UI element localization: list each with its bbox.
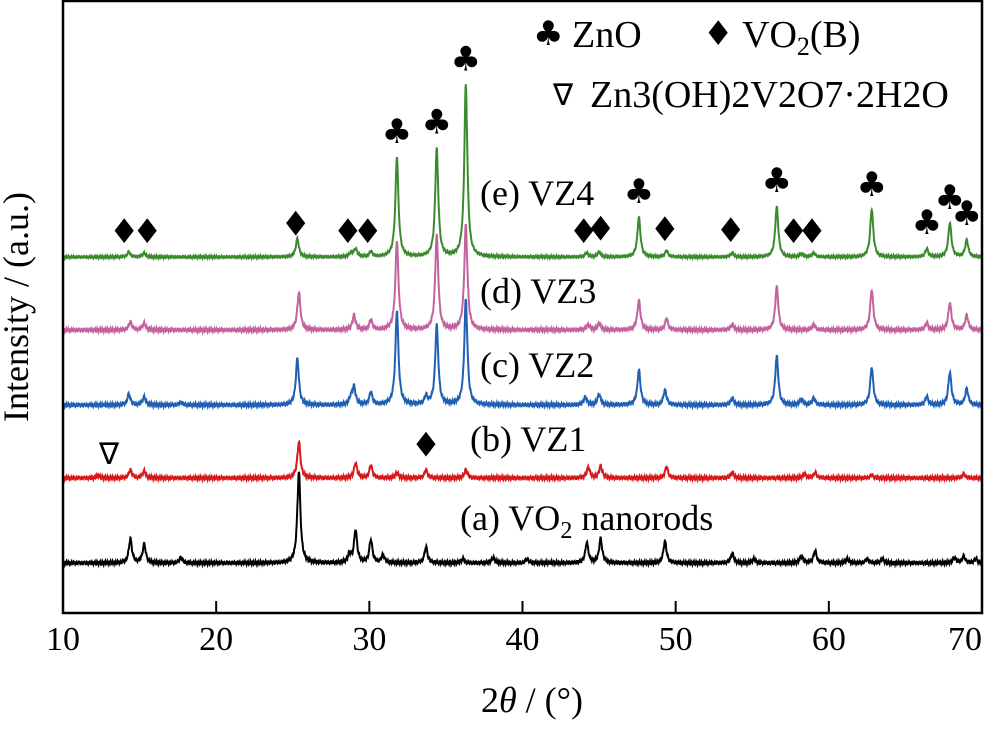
vo2-legend-label: VO2(B) (742, 14, 861, 61)
x-axis-title: 2θ / (°) (481, 680, 583, 720)
zvo-legend-triangle-icon: ∇ (552, 78, 574, 113)
zno-club-marker-16: ♣ (856, 165, 886, 205)
vo2-diamond-marker-15: ♦ (797, 212, 827, 252)
vo2-diamond-marker-8: ♦ (569, 212, 599, 252)
zno-club-marker-7: ♣ (451, 39, 481, 79)
zno-club-marker-19: ♣ (951, 194, 981, 234)
series-label-4: (e) VZ4 (480, 173, 594, 213)
zvo-legend-label: Zn3(OH)2V2O7·2H2O (590, 74, 949, 116)
x-tick-label-60: 60 (812, 621, 846, 658)
x-tick-label-50: 50 (659, 621, 693, 658)
zno-legend-club-icon: ♣ (533, 14, 563, 54)
x-axis-ticks: 10 20 30 40 50 60 70 (46, 601, 983, 658)
series-labels: (a) VO2 nanorods (b) VZ1 (c) VZ2 (d) VZ3 (e)… (460, 173, 713, 544)
vo2-diamond-marker-1: ♦ (132, 212, 162, 252)
zno-club-marker-18: ♣ (935, 178, 965, 218)
peak-markers: ♦♦ ♦ ♦♦♣ ♣♣♦♦♣♦ ♦♣♦♦♣♣♣♣∇ ♦ (98, 39, 982, 472)
legend: ♣ ZnO ♦ VO2(B) ∇ Zn3(OH)2V2O7·2H2O (533, 14, 949, 116)
vo2-diamond-marker-12: ♦ (716, 211, 746, 251)
vo2-diamond-marker-4: ♦ (353, 212, 383, 252)
series-line-1 (62, 439, 983, 484)
zno-club-marker-10: ♣ (624, 172, 654, 212)
zno-club-marker-6: ♣ (421, 102, 451, 142)
zno-club-marker-13: ♣ (762, 161, 792, 201)
zno-club-marker-17: ♣ (912, 203, 942, 243)
vo2-legend-diamond-icon: ♦ (703, 14, 733, 54)
series-line-3 (62, 223, 983, 336)
x-tick-label-30: 30 (352, 621, 386, 658)
vo2-diamond-marker-9: ♦ (585, 210, 615, 250)
vo2-diamond-marker-0: ♦ (109, 212, 139, 252)
vo2-diamond-marker-3: ♦ (333, 212, 363, 252)
vo2-diamond-marker-11: ♦ (650, 210, 680, 250)
x-tick-label-20: 20 (199, 621, 233, 658)
x-tick-label-10: 10 (46, 621, 80, 658)
zvo-triangle-marker-20: ∇ (98, 437, 120, 472)
series-label-1: (b) VZ1 (470, 419, 586, 459)
series-line-2 (62, 298, 983, 411)
series-lines (62, 84, 983, 569)
y-axis-title: Intensity / (a.u.) (0, 192, 36, 422)
zno-club-marker-5: ♣ (382, 112, 412, 152)
series-line-4 (62, 84, 983, 262)
series-label-2: (c) VZ2 (480, 345, 594, 385)
vo2-diamond-marker-2: ♦ (281, 205, 311, 245)
x-tick-label-40: 40 (506, 621, 540, 658)
vo2-diamond-marker-21: ♦ (411, 426, 441, 466)
series-line-0 (62, 471, 983, 569)
vo2-diamond-marker-14: ♦ (778, 212, 808, 252)
series-label-0: (a) VO2 nanorods (460, 498, 713, 544)
series-label-3: (d) VZ3 (480, 271, 596, 311)
x-tick-label-70: 70 (948, 621, 982, 658)
zno-legend-label: ZnO (572, 14, 642, 56)
